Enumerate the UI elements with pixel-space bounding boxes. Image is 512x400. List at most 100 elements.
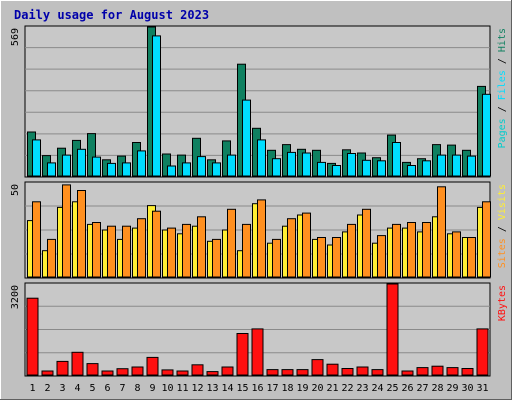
bar-kbytes-day-22 [341, 368, 354, 376]
bar-files-day-3 [62, 154, 71, 177]
x-tick-label-2: 2 [44, 383, 50, 394]
bar-kbytes-day-20 [311, 359, 324, 376]
bar-sites-day-6 [107, 225, 116, 278]
x-tick-label-5: 5 [89, 383, 95, 394]
bar-files-day-24 [377, 160, 386, 177]
bar-files-day-27 [422, 160, 431, 177]
bar-sites-day-22 [347, 223, 356, 278]
x-tick-label-13: 13 [206, 383, 218, 394]
bar-files-day-20 [317, 161, 326, 177]
bar-sites-day-12 [197, 216, 206, 278]
legend-hits: Hits [497, 28, 508, 52]
bar-hits-day-10 [162, 153, 171, 177]
bar-files-day-16 [257, 139, 266, 177]
x-axis-tick-labels: 1 2 3 4 5 6 7 8 9 10 11 12 13 14 15 16 17 18 19 20 21 22 23 24 2… [29, 383, 488, 394]
bar-files-day-13 [212, 162, 221, 177]
bar-files-day-8 [137, 150, 146, 177]
bar-kbytes-day-29 [446, 367, 459, 376]
bar-sites-day-26 [407, 222, 416, 278]
x-tick-label-29: 29 [446, 383, 458, 394]
bar-kbytes-day-13 [206, 371, 219, 376]
legend-files: Files [497, 70, 508, 100]
bar-files-day-31 [482, 93, 491, 177]
bar-files-day-11 [182, 162, 191, 177]
bar-hits-day-5 [87, 133, 96, 177]
legend-separator: / [497, 52, 508, 70]
x-tick-label-1: 1 [29, 383, 35, 394]
bar-files-day-12 [197, 156, 206, 177]
bar-kbytes-day-11 [176, 370, 189, 376]
bar-sites-day-18 [287, 218, 296, 278]
x-tick-label-16: 16 [251, 383, 263, 394]
bar-sites-day-19 [302, 212, 311, 278]
bar-sites-day-17 [272, 238, 281, 278]
bar-sites-day-3 [62, 184, 71, 278]
bar-kbytes-day-7 [116, 368, 129, 376]
bar-files-day-9 [152, 35, 161, 177]
bar-sites-day-2 [47, 238, 56, 278]
bar-sites-day-25 [392, 223, 401, 278]
x-tick-label-20: 20 [311, 383, 323, 394]
bar-files-day-6 [107, 162, 116, 177]
series-legend: KBytes [497, 285, 508, 321]
bar-kbytes-day-24 [371, 369, 384, 376]
y-max-label: 3200 [10, 285, 21, 309]
x-tick-label-8: 8 [134, 383, 140, 394]
bar-sites-day-9 [152, 210, 161, 278]
legend-pages: Pages [497, 118, 508, 148]
bar-kbytes-day-4 [71, 351, 84, 376]
x-tick-label-15: 15 [236, 383, 248, 394]
bar-files-day-4 [77, 148, 86, 177]
x-tick-label-22: 22 [341, 383, 353, 394]
bar-sites-day-1 [32, 201, 41, 278]
bar-kbytes-day-25 [386, 283, 399, 376]
y-max-label: 569 [10, 28, 21, 46]
bar-kbytes-day-26 [401, 370, 414, 376]
x-tick-label-10: 10 [161, 383, 173, 394]
bar-kbytes-day-30 [461, 368, 474, 376]
x-tick-label-23: 23 [356, 383, 368, 394]
bar-kbytes-day-21 [326, 363, 339, 376]
series-legend: Pages / Files / Hits [497, 28, 508, 148]
bar-files-day-7 [122, 162, 131, 177]
bar-kbytes-day-23 [356, 366, 369, 376]
bar-sites-day-7 [122, 225, 131, 278]
bar-files-day-18 [287, 151, 296, 177]
bar-kbytes-day-19 [296, 369, 309, 376]
bar-files-day-14 [227, 154, 236, 177]
bar-kbytes-day-12 [191, 364, 204, 376]
bar-files-day-26 [407, 165, 416, 177]
bar-kbytes-day-15 [236, 333, 249, 376]
x-tick-label-12: 12 [191, 383, 203, 394]
bar-sites-day-10 [167, 227, 176, 278]
bar-sites-day-29 [452, 231, 461, 278]
bar-sites-day-27 [422, 222, 431, 278]
bar-sites-day-24 [377, 235, 386, 278]
bar-files-day-15 [242, 99, 251, 177]
x-tick-label-26: 26 [401, 383, 413, 394]
legend-kbytes: KBytes [497, 285, 508, 321]
panel-kbytes: 3200 KBytes [10, 282, 508, 377]
x-tick-label-19: 19 [296, 383, 308, 394]
bar-files-day-10 [167, 165, 176, 177]
bar-files-day-25 [392, 142, 401, 177]
bar-kbytes-day-1 [26, 297, 39, 376]
x-tick-label-30: 30 [461, 383, 473, 394]
x-tick-label-25: 25 [386, 383, 398, 394]
bar-files-day-22 [347, 153, 356, 177]
x-tick-label-9: 9 [149, 383, 155, 394]
x-tick-label-6: 6 [104, 383, 110, 394]
bar-files-day-28 [437, 154, 446, 177]
bar-kbytes-day-6 [101, 370, 114, 376]
bar-kbytes-day-3 [56, 360, 69, 376]
series-legend: Sites / Visits [497, 184, 508, 268]
x-tick-label-28: 28 [431, 383, 443, 394]
panel-visits_sites: 50 Sites / Visits [10, 181, 508, 279]
bar-files-day-29 [452, 154, 461, 177]
bar-kbytes-day-16 [251, 328, 264, 376]
bar-sites-day-30 [467, 237, 476, 278]
bar-files-day-2 [47, 162, 56, 177]
bar-sites-day-23 [362, 208, 371, 278]
bar-kbytes-day-27 [416, 367, 429, 376]
